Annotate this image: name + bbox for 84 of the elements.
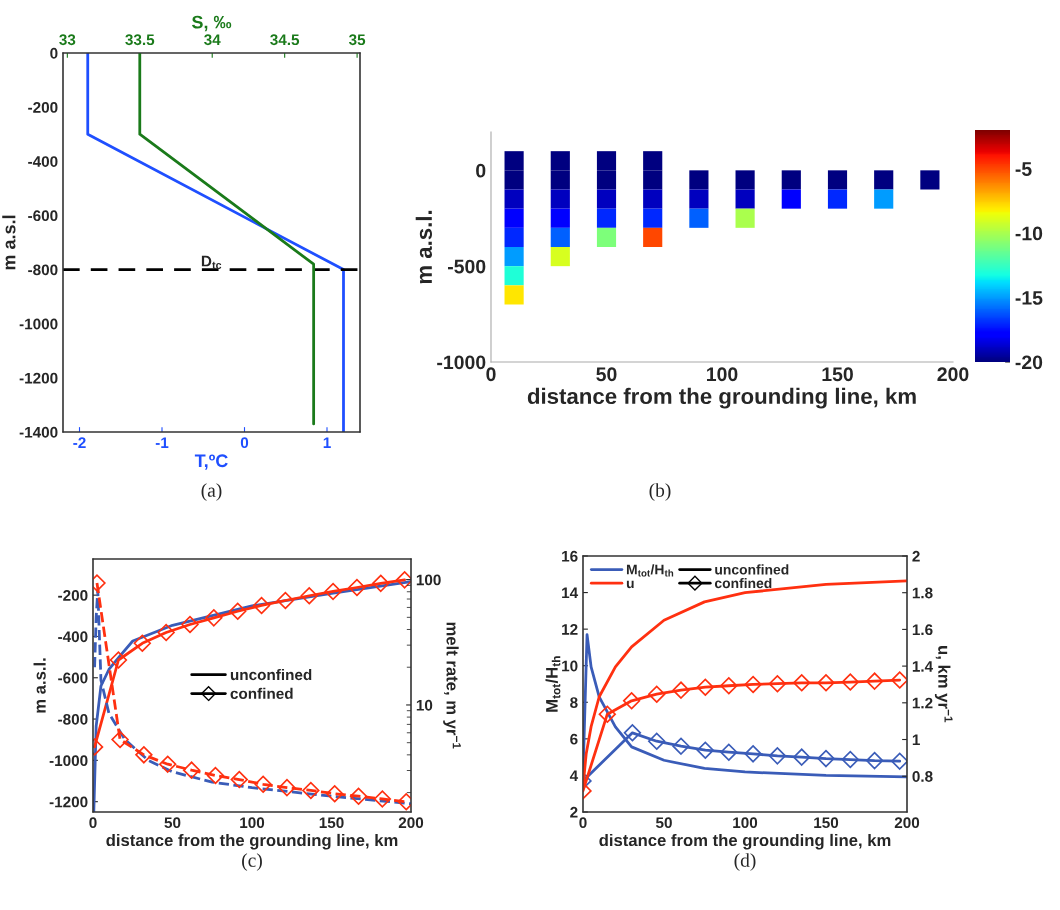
x-tick-label: 100 <box>707 367 738 382</box>
y-tick-label: -500 <box>447 259 486 274</box>
x-tick-label: 0 <box>89 817 97 829</box>
x-tick-label: 50 <box>596 367 617 382</box>
y-tick-label: -800 <box>28 264 58 276</box>
color-bar-label: -10 <box>1015 226 1043 241</box>
ref-line-label: D$_{tc}$ <box>201 255 222 269</box>
y-tick-label: -1000 <box>437 355 486 370</box>
y-tick-label: 6 <box>570 733 578 745</box>
y2-axis-title: u, km yr$^{−1}$ <box>934 646 953 723</box>
y-tick-label: 12 <box>562 624 578 635</box>
y2-tick-label: 1 <box>912 734 920 746</box>
y-tick-label: 14 <box>562 587 579 599</box>
y2-tick-label: 2 <box>912 550 920 562</box>
y-tick-label: 16 <box>562 550 578 562</box>
x-tick-label: 150 <box>814 817 839 829</box>
y2-tick-label: 1.8 <box>912 587 933 599</box>
x2-axis-title: S, ‰ <box>191 15 232 32</box>
x2-tick-label: 34.5 <box>270 34 300 46</box>
text: (a) <box>201 483 222 501</box>
x-tick-label: 150 <box>319 817 344 829</box>
x-tick-label: 50 <box>655 817 672 829</box>
x-axis-title: distance from the grounding line, km <box>106 833 398 850</box>
y-tick-label: 4 <box>569 770 579 781</box>
x-tick-label: -1 <box>155 437 169 448</box>
x-tick-label: 150 <box>822 367 853 382</box>
y-tick-label: 0 <box>476 163 486 178</box>
y-axis-title: M$_{tot}$/H$_{th}$ <box>545 656 561 712</box>
y-tick-label: 8 <box>570 697 578 708</box>
legend-label: unconfined <box>230 668 312 681</box>
legend-label: confined <box>714 577 772 589</box>
y-axis-title: m a.s.l <box>2 215 16 270</box>
text: (b) <box>649 483 671 501</box>
y2-tick-label: 0.8 <box>912 771 933 782</box>
x2-tick-label: 33 <box>59 34 76 46</box>
y-tick-label: 2 <box>570 806 578 818</box>
x-tick-label: -2 <box>73 437 86 448</box>
y-tick-label: -1000 <box>19 318 58 330</box>
y-tick-label: 10 <box>562 660 578 672</box>
x-tick-label: 0 <box>579 817 587 829</box>
y-tick-label: -200 <box>28 102 58 113</box>
x2-tick-label: 35 <box>348 34 366 46</box>
x-tick-label: 1 <box>323 437 331 448</box>
x-tick-label: 0 <box>486 367 496 382</box>
x-tick-label: 200 <box>937 367 969 382</box>
x2-tick-label: 33.5 <box>125 34 155 46</box>
x2-tick-label: 34 <box>204 34 221 46</box>
x-axis-title: distance from the grounding line, km <box>599 833 891 850</box>
legend-label: confined <box>230 687 293 700</box>
y-tick-label: -200 <box>58 590 88 601</box>
color-bar-label: -15 <box>1015 291 1043 305</box>
x-axis-title: T,ºC <box>194 454 228 470</box>
y2-tick-label: 1.4 <box>912 661 934 672</box>
y2-axis-title: melt rate, m yr$^{−1}$ <box>443 622 461 749</box>
y-axis-title: m a.s.l. <box>415 210 433 284</box>
color-bar-label: -5 <box>1015 162 1032 176</box>
x-axis-title: distance from the grounding line, km <box>527 387 916 409</box>
x-tick-label: 200 <box>398 817 424 829</box>
y-tick-label: -1200 <box>49 796 88 808</box>
y-tick-label: -800 <box>58 713 88 725</box>
y-tick-label: -600 <box>28 210 58 222</box>
x-tick-label: 100 <box>240 817 265 829</box>
x-tick-label: 200 <box>894 817 920 829</box>
y-tick-label: 0 <box>50 47 58 59</box>
y2-tick-label: 1.2 <box>912 697 933 709</box>
text: (d) <box>734 853 756 871</box>
x-tick-label: 0 <box>240 437 249 449</box>
y-tick-label: -1400 <box>19 426 58 438</box>
legend-label: unconfined <box>715 564 789 575</box>
color-bar-label: -20 <box>1015 355 1043 370</box>
y2-tick-label: 1.6 <box>912 624 933 636</box>
y-tick-label: -1000 <box>49 755 88 767</box>
y2-tick-label: 100 <box>416 574 441 586</box>
x-tick-label: 50 <box>164 817 181 829</box>
legend-label: M$_{tot}$/H$_{th}$ <box>626 564 674 577</box>
y-tick-label: -600 <box>58 672 88 684</box>
legend-label: u <box>626 580 634 589</box>
y2-tick-label: 10 <box>416 699 433 711</box>
y-axis-title: m a.s.l. <box>33 658 46 713</box>
y-tick-label: -400 <box>28 156 58 167</box>
text: (c) <box>242 853 262 871</box>
y-tick-label: -400 <box>58 631 88 643</box>
x-tick-label: 100 <box>733 817 758 829</box>
y-tick-label: -1200 <box>19 372 58 384</box>
